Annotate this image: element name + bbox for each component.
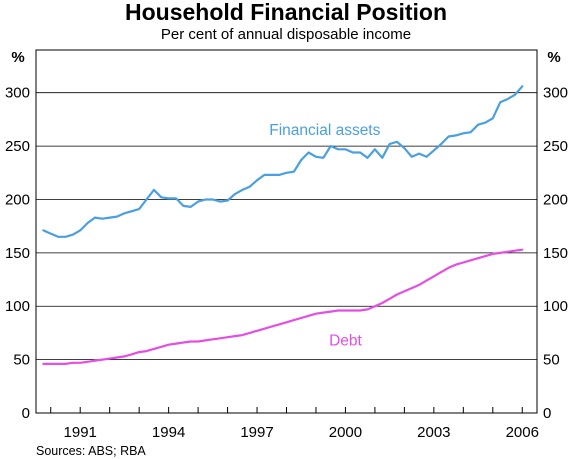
x-tick-label-1997: 1997 bbox=[240, 424, 273, 441]
series-label-debt: Debt bbox=[329, 332, 362, 349]
y-tick-label-right: 200 bbox=[543, 191, 568, 208]
x-tick-label-1994: 1994 bbox=[152, 424, 185, 441]
source-note: Sources: ABS; RBA bbox=[36, 444, 146, 458]
series-line-financial-assets bbox=[42, 85, 524, 238]
axis-ticks bbox=[50, 407, 523, 413]
y-axis-unit-right: % bbox=[547, 49, 560, 66]
series-line-debt bbox=[42, 248, 524, 365]
y-tick-label-left: 250 bbox=[5, 138, 30, 155]
y-axis-right: 0 50 100 150 200 250 300 bbox=[543, 85, 568, 422]
chart-subtitle: Per cent of annual disposable income bbox=[161, 26, 411, 43]
x-axis: 1991 1994 1997 2000 2003 2006 bbox=[64, 424, 539, 441]
y-tick-label-left: 200 bbox=[5, 191, 30, 208]
y-tick-label-left: 300 bbox=[5, 85, 30, 102]
y-axis-unit-left: % bbox=[11, 49, 24, 66]
x-tick-label-2000: 2000 bbox=[329, 424, 362, 441]
series-label-financial-assets: Financial assets bbox=[269, 122, 380, 139]
y-tick-label-left: 100 bbox=[5, 298, 30, 315]
plot-frame bbox=[35, 49, 538, 414]
y-tick-label-left: 150 bbox=[5, 245, 30, 262]
series bbox=[42, 85, 524, 365]
y-tick-label-right: 100 bbox=[543, 298, 568, 315]
y-tick-label-left: 0 bbox=[22, 405, 30, 422]
y-axis-left: 0 50 100 150 200 250 300 bbox=[5, 85, 30, 422]
x-tick-label-1991: 1991 bbox=[64, 424, 97, 441]
x-tick-label-2003: 2003 bbox=[417, 424, 450, 441]
gridlines bbox=[36, 92, 537, 361]
y-tick-label-right: 0 bbox=[543, 405, 551, 422]
chart-title: Household Financial Position bbox=[125, 0, 447, 25]
y-tick-label-left: 50 bbox=[13, 352, 30, 369]
series-labels: Financial assets Debt bbox=[269, 122, 380, 349]
y-tick-label-right: 150 bbox=[543, 245, 568, 262]
x-tick-label-2006: 2006 bbox=[506, 424, 539, 441]
y-tick-label-right: 250 bbox=[543, 138, 568, 155]
y-tick-label-right: 50 bbox=[543, 352, 560, 369]
y-tick-label-right: 300 bbox=[543, 85, 568, 102]
